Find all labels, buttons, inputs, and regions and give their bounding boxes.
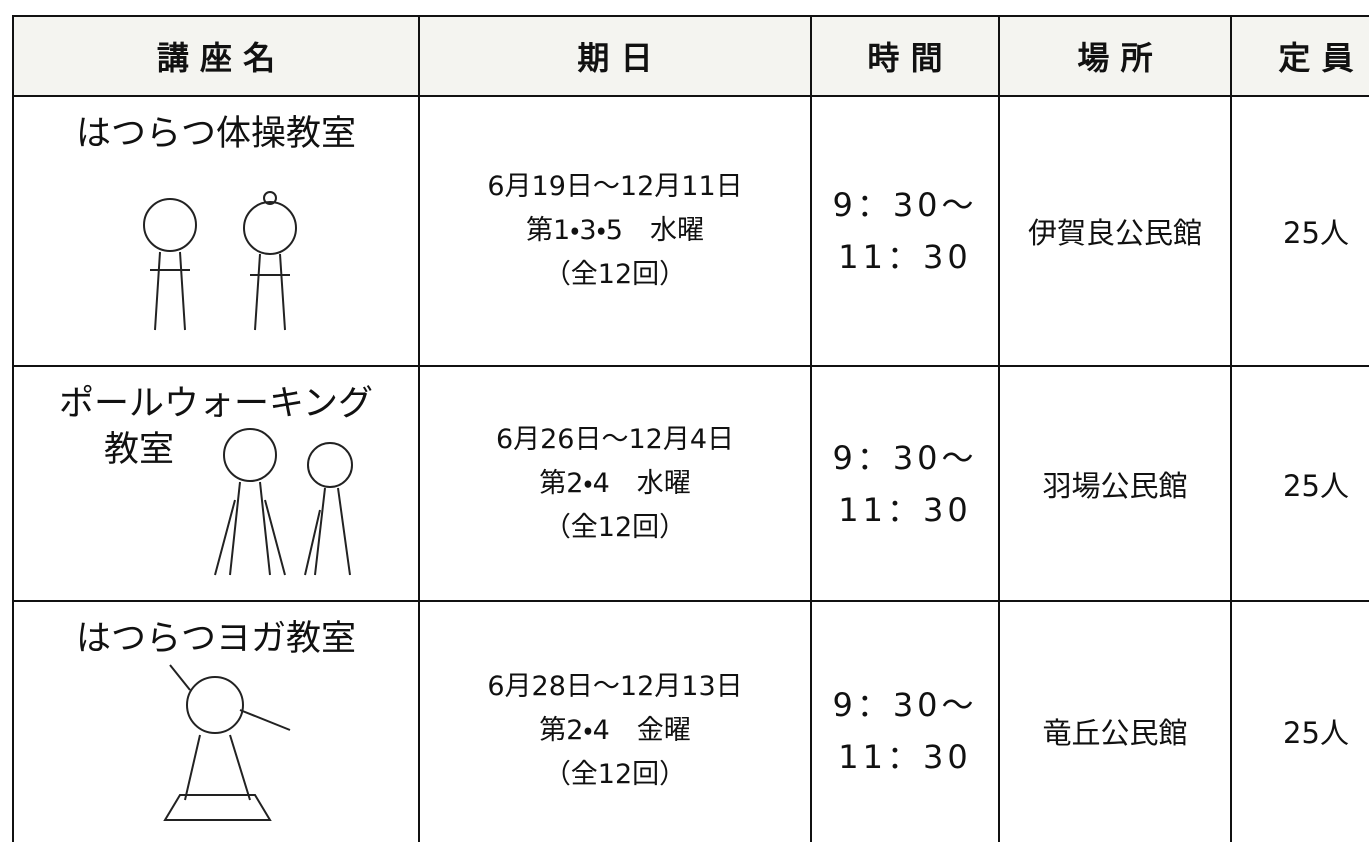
place-cell: 竜丘公民館 [998, 600, 1230, 842]
header-cell: 時 間 [810, 15, 998, 95]
dates-cell: 6月19日～12月11日 第1・3・5 水曜 （全12回） [418, 95, 810, 365]
date-text: 第1・3・5 水曜 [526, 215, 704, 246]
dates-cell: 6月26日～12月4日 第2・4 水曜 （全12回） [418, 365, 810, 600]
place-text: 竜丘公民館 [1042, 716, 1188, 750]
time-text: 9：30～ [832, 186, 978, 224]
header-cell: 期 日 [418, 15, 810, 95]
time-text: 9：30～ [832, 438, 978, 477]
date-text: 第2・4 水曜 [539, 467, 691, 499]
course-name: はつらつヨガ教室 [75, 619, 356, 659]
course-name: はつらつ体操教室 [75, 114, 356, 154]
time-cell: 9：30～ 11：30 [810, 365, 998, 600]
capacity-cell: 25人 [1230, 600, 1369, 842]
name-cell: はつらつヨガ教室 [12, 600, 418, 842]
capacity-text: 25人 [1283, 716, 1349, 750]
header-cell: 定 員 [1230, 15, 1369, 95]
time-text: 11：30 [838, 490, 972, 529]
header-text: 期 日 [577, 39, 653, 77]
illustration [163, 664, 291, 821]
capacity-text: 25人 [1283, 468, 1349, 503]
place-text: 伊賀良公民館 [1027, 216, 1202, 250]
time-cell: 9：30～ 11：30 [810, 600, 998, 842]
header-text: 時 間 [867, 39, 943, 77]
capacity-cell: 25人 [1230, 365, 1369, 600]
name-cell: ポールウォーキング教室 [12, 365, 418, 600]
date-text: （全12回） [543, 511, 687, 543]
time-cell: 9：30～ 11：30 [810, 95, 998, 365]
illustration [143, 191, 297, 331]
header-text: 定 員 [1278, 39, 1354, 77]
header-text: 講 座 名 [156, 39, 276, 77]
dates-cell: 6月28日～12月13日 第2・4 金曜 （全12回） [418, 600, 810, 842]
date-text: （全12回） [543, 759, 687, 790]
date-text: 6月28日～12月13日 [487, 671, 743, 702]
capacity-cell: 25人 [1230, 95, 1369, 365]
time-text: 11：30 [838, 238, 972, 276]
place-text: 羽場公民館 [1042, 468, 1188, 503]
time-text: 9：30～ [832, 686, 978, 724]
place-cell: 伊賀良公民館 [998, 95, 1230, 365]
header-cell: 場 所 [998, 15, 1230, 95]
course-name: 教室 [104, 430, 175, 470]
date-text: 第2・4 金曜 [539, 715, 691, 746]
course-name: ポールウォーキング [59, 384, 373, 424]
illustration [214, 428, 353, 576]
date-text: 6月26日～12月4日 [495, 423, 735, 455]
header-text: 場 所 [1077, 39, 1153, 77]
place-cell: 羽場公民館 [998, 365, 1230, 600]
capacity-text: 25人 [1283, 216, 1349, 250]
date-text: （全12回） [543, 259, 687, 290]
header-cell: 講 座 名 [12, 15, 418, 95]
date-text: 6月19日～12月11日 [487, 171, 743, 202]
time-text: 11：30 [838, 738, 972, 776]
name-cell: はつらつ体操教室 [12, 95, 418, 365]
